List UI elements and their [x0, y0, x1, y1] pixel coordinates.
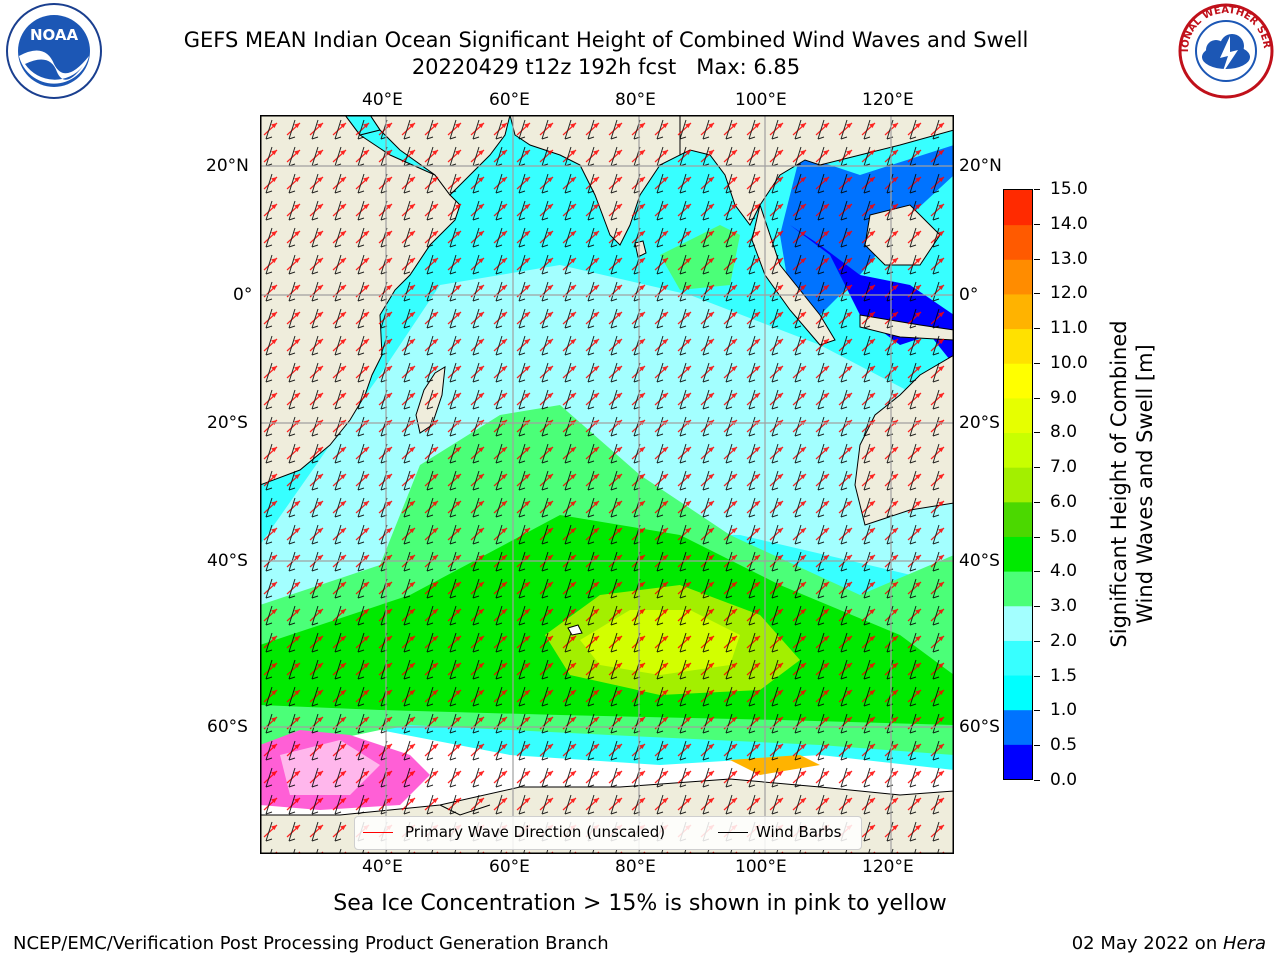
bottom-lon-label: 80°E — [615, 857, 656, 877]
right-lat-label: 20°N — [959, 156, 1002, 176]
wave-height-map: Primary Wave Direction (unscaled) Wind B… — [260, 115, 954, 854]
colorbar-tick-mark — [1034, 223, 1040, 225]
bottom-lon-label: 120°E — [862, 857, 914, 877]
colorbar-segment — [1004, 709, 1032, 745]
colorbar-segment — [1004, 640, 1032, 676]
colorbar-segment — [1004, 501, 1032, 537]
colorbar-tick-mark — [1034, 362, 1040, 364]
colorbar-tick-mark — [1034, 501, 1040, 503]
colorbar-segment — [1004, 259, 1032, 295]
colorbar-tick-mark — [1034, 258, 1040, 260]
legend-swatch-wave-direction — [363, 832, 393, 833]
footer-date-text: 02 May 2022 on — [1071, 933, 1223, 954]
noaa-logo-text: NOAA — [30, 26, 79, 44]
legend-swatch-wind-barbs — [718, 832, 748, 833]
colorbar-tick-mark — [1034, 745, 1040, 747]
left-lat-label: 20°S — [207, 413, 248, 433]
colorbar-tick-mark — [1034, 397, 1040, 399]
colorbar-tick-mark — [1034, 780, 1040, 781]
right-lat-label: 60°S — [959, 717, 1000, 737]
footer-branch: NCEP/EMC/Verification Post Processing Pr… — [13, 933, 609, 954]
colorbar-tick-label: 7.0 — [1050, 457, 1078, 478]
colorbar-segment — [1004, 467, 1032, 503]
colorbar-label-line1: Significant Height of Combined — [1107, 320, 1131, 648]
noaa-logo: NOAA — [5, 2, 103, 100]
colorbar-tick-mark — [1034, 606, 1040, 608]
colorbar-segment — [1004, 397, 1032, 434]
colorbar-label-line2: Wind Waves and Swell [m] — [1133, 344, 1157, 624]
colorbar-tick-mark — [1034, 571, 1040, 573]
colorbar-tick-label: 6.0 — [1050, 491, 1078, 512]
map-legend: Primary Wave Direction (unscaled) Wind B… — [354, 816, 862, 850]
colorbar-tick-mark — [1034, 536, 1040, 538]
left-lat-label: 60°S — [207, 717, 248, 737]
map-frame — [260, 115, 954, 854]
top-lon-label: 80°E — [615, 90, 656, 110]
colorbar-tick-mark — [1034, 467, 1040, 469]
footer-date: 02 May 2022 on Hera — [1072, 933, 1266, 954]
colorbar-tick-label: 12.0 — [1050, 283, 1088, 304]
bottom-lon-label: 60°E — [489, 857, 530, 877]
colorbar-tick-label: 0.5 — [1050, 735, 1078, 756]
legend-label-wind-barbs: Wind Barbs — [756, 823, 842, 841]
colorbar-tick-mark — [1034, 640, 1040, 642]
colorbar-label: Significant Height of Combined Wind Wave… — [1102, 189, 1162, 780]
colorbar-tick-mark — [1034, 432, 1040, 434]
colorbar-ticks: 0.0 0.5 1.0 1.5 2.0 3.0 4.0 5.0 6.0 7.0 8.0 9.0 10.0… — [1034, 179, 1104, 790]
colorbar-segment — [1004, 675, 1032, 711]
colorbar-tick-label: 4.0 — [1050, 561, 1078, 582]
colorbar-tick-label: 1.5 — [1050, 665, 1078, 686]
colorbar-tick-mark — [1034, 293, 1040, 295]
left-lat-label: 20°N — [206, 156, 249, 176]
colorbar-segment — [1004, 432, 1032, 468]
colorbar — [1003, 189, 1033, 780]
colorbar-segment — [1004, 605, 1032, 641]
colorbar-segment — [1004, 328, 1032, 364]
colorbar-segment — [1004, 536, 1032, 572]
right-lat-label: 0° — [959, 285, 979, 305]
left-lat-label: 40°S — [207, 551, 248, 571]
nws-logo: NATIONAL WEATHER SERVICE — [1172, 0, 1276, 100]
colorbar-tick-mark — [1034, 675, 1040, 677]
colorbar-segment — [1004, 571, 1032, 607]
colorbar-tick-mark — [1034, 710, 1040, 712]
colorbar-tick-label: 5.0 — [1050, 526, 1078, 547]
top-lon-label: 120°E — [862, 90, 914, 110]
colorbar-tick-label: 13.0 — [1050, 248, 1088, 269]
chart-subtitle: 20220429 t12z 192h fcst Max: 6.85 — [411, 55, 801, 79]
colorbar-tick-label: 3.0 — [1050, 596, 1078, 617]
colorbar-tick-label: 1.0 — [1050, 700, 1078, 721]
colorbar-segment — [1004, 293, 1032, 330]
bottom-lon-label: 100°E — [735, 857, 787, 877]
colorbar-segment — [1004, 224, 1032, 260]
colorbar-tick-mark — [1034, 189, 1040, 190]
top-lon-label: 40°E — [362, 90, 403, 110]
colorbar-tick-label: 8.0 — [1050, 422, 1078, 443]
colorbar-segment — [1004, 744, 1032, 779]
colorbar-tick-mark — [1034, 328, 1040, 330]
colorbar-tick-label: 9.0 — [1050, 387, 1078, 408]
footer-host: Hera — [1222, 933, 1266, 954]
top-lon-label: 60°E — [489, 90, 530, 110]
colorbar-tick-label: 15.0 — [1050, 179, 1088, 199]
wave-direction-arrows — [260, 115, 954, 854]
sea-ice-caption: Sea Ice Concentration > 15% is shown in … — [333, 891, 947, 916]
right-lat-label: 20°S — [959, 413, 1000, 433]
colorbar-tick-label: 2.0 — [1050, 630, 1078, 651]
colorbar-segment — [1004, 190, 1032, 226]
right-lat-label: 40°S — [959, 551, 1000, 571]
left-lat-label: 0° — [233, 285, 253, 305]
colorbar-tick-label: 14.0 — [1050, 213, 1088, 234]
top-lon-label: 100°E — [735, 90, 787, 110]
legend-label-wave-direction: Primary Wave Direction (unscaled) — [405, 823, 666, 841]
bottom-lon-label: 40°E — [362, 857, 403, 877]
chart-title: GEFS MEAN Indian Ocean Significant Heigh… — [183, 28, 1029, 52]
colorbar-tick-label: 11.0 — [1050, 318, 1088, 339]
graticule — [260, 115, 954, 854]
colorbar-tick-label: 10.0 — [1050, 352, 1088, 373]
colorbar-segment — [1004, 363, 1032, 399]
colorbar-tick-label: 0.0 — [1050, 770, 1078, 790]
